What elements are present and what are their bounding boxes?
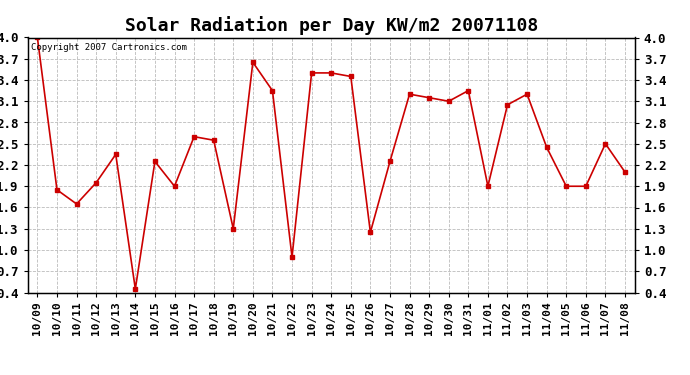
Text: Copyright 2007 Cartronics.com: Copyright 2007 Cartronics.com bbox=[30, 43, 186, 52]
Title: Solar Radiation per Day KW/m2 20071108: Solar Radiation per Day KW/m2 20071108 bbox=[125, 16, 538, 34]
